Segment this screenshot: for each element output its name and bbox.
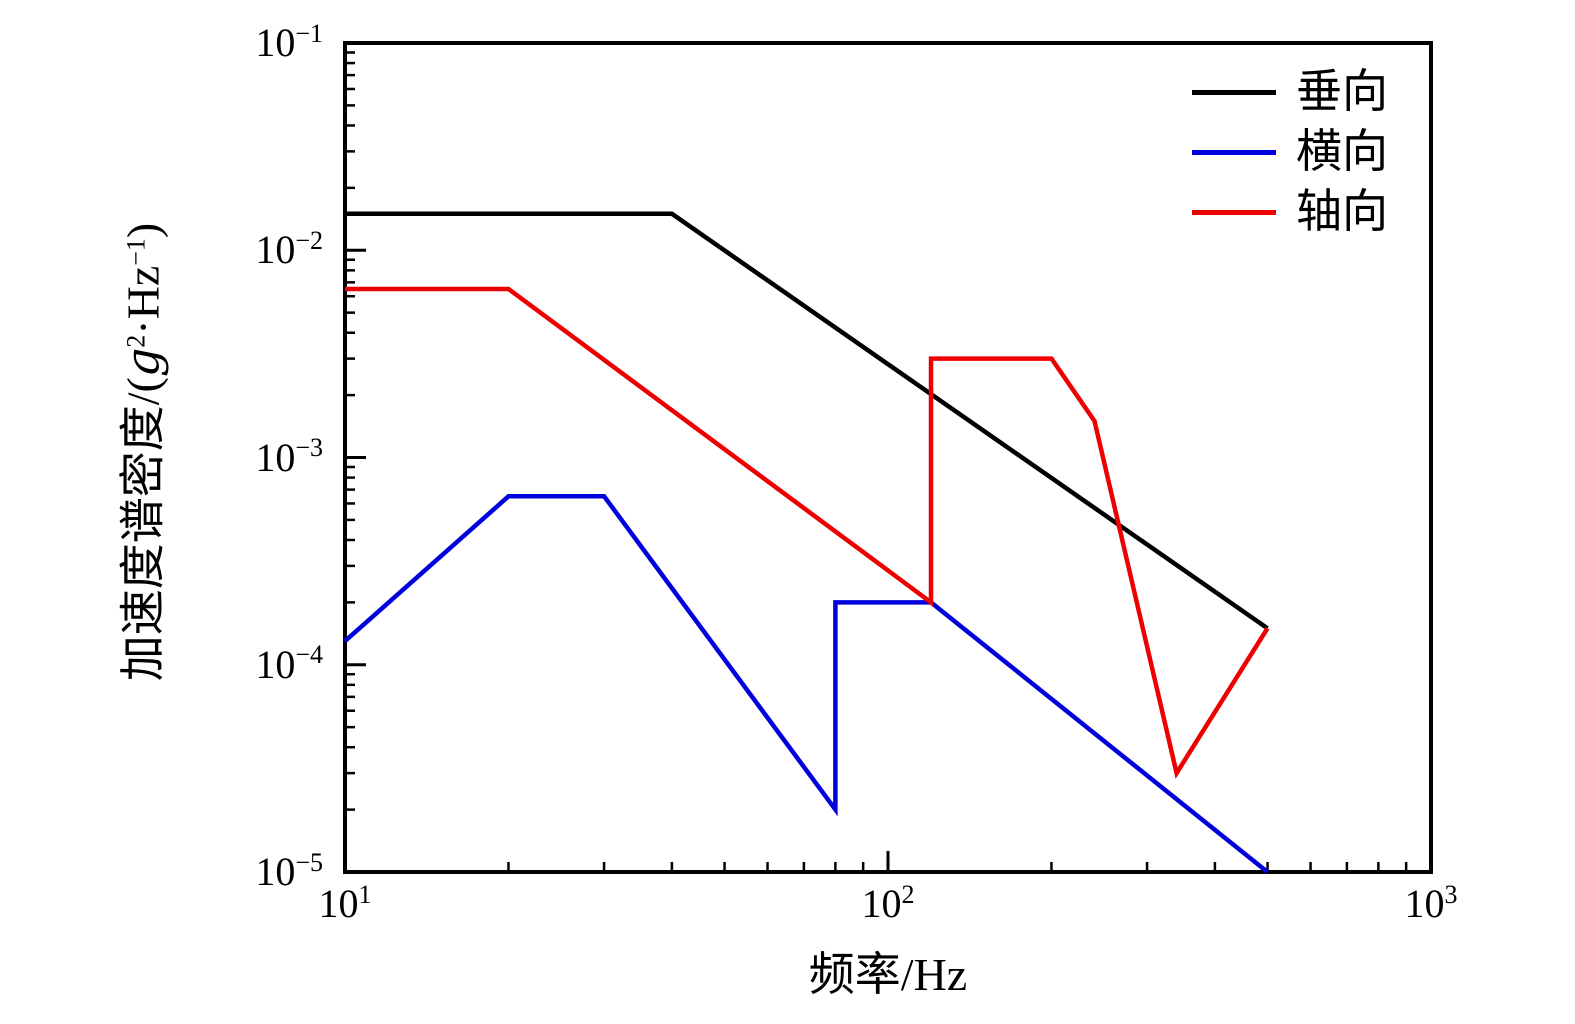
legend-label-lateral: 横向 xyxy=(1296,126,1388,177)
y-tick-label-1e-5: 10−5 xyxy=(255,847,323,894)
series-line-vertical xyxy=(345,211,1269,631)
x-tick-label-1e1: 101 xyxy=(318,879,372,926)
legend-item-axial: 轴向 xyxy=(1192,182,1388,242)
x-tick-label-1e2: 102 xyxy=(861,879,915,926)
y-tick-label-1e-4: 10−4 xyxy=(255,640,323,687)
legend-label-vertical: 垂向 xyxy=(1296,66,1388,117)
series-line-axial xyxy=(345,286,1270,779)
y-tick-label-1e-2: 10−2 xyxy=(255,225,323,273)
x-tick-label-1e3: 103 xyxy=(1404,879,1458,926)
legend-line-vertical xyxy=(1192,89,1276,95)
legend-line-axial xyxy=(1192,209,1276,215)
y-axis-ticks xyxy=(345,41,366,874)
legend-line-lateral xyxy=(1192,149,1276,155)
legend-item-lateral: 横向 xyxy=(1192,122,1388,182)
y-tick-label-1e-1: 10−1 xyxy=(255,18,323,65)
series-lines xyxy=(343,211,1270,874)
legend: 垂向 横向 轴向 xyxy=(1192,62,1388,242)
y-axis-label: 加速度谱密度/(g2·Hz−1) xyxy=(115,222,170,682)
series-line-lateral xyxy=(343,494,1269,874)
legend-item-vertical: 垂向 xyxy=(1192,62,1388,122)
x-axis-ticks xyxy=(343,851,1433,872)
y-tick-label-1e-3: 10−3 xyxy=(255,433,323,480)
legend-label-axial: 轴向 xyxy=(1296,186,1388,237)
x-axis-label: 频率/Hz xyxy=(808,949,968,1000)
